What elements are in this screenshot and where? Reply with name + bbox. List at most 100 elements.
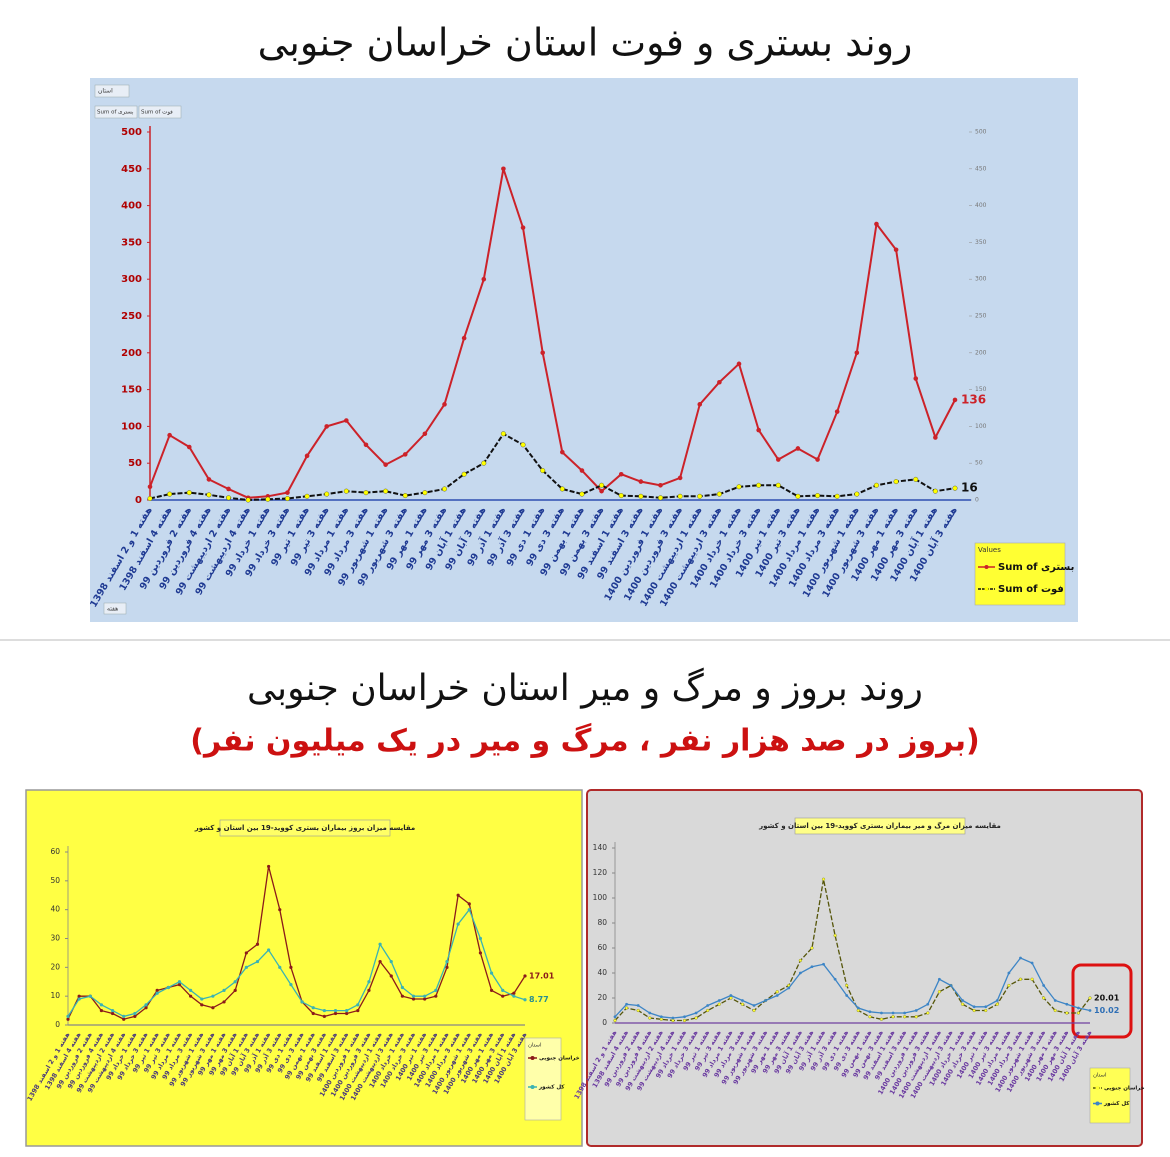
data-point xyxy=(186,444,192,450)
data-point xyxy=(226,495,231,501)
filter-button xyxy=(94,84,130,98)
data-point xyxy=(363,490,369,496)
data-point xyxy=(155,991,159,995)
data-point xyxy=(500,431,506,437)
data-point xyxy=(422,431,428,437)
legend-marker xyxy=(984,587,989,591)
data-point xyxy=(815,457,820,462)
data-point xyxy=(422,490,428,496)
y-tick-label: 30 xyxy=(50,934,60,943)
data-point xyxy=(110,1008,115,1013)
data-point xyxy=(926,1011,930,1015)
data-point xyxy=(99,1008,104,1013)
data-point xyxy=(324,491,330,497)
data-point xyxy=(478,936,483,941)
data-point xyxy=(1007,971,1011,975)
data-point xyxy=(244,951,248,955)
data-point xyxy=(893,247,899,253)
field-button xyxy=(94,105,138,119)
y2-tick-label: 200 xyxy=(975,349,987,356)
data-point xyxy=(856,1008,860,1013)
data-point xyxy=(775,457,781,462)
data-point xyxy=(133,1014,137,1018)
data-point xyxy=(400,985,404,990)
data-point xyxy=(625,1002,628,1006)
data-point xyxy=(383,462,388,467)
data-point xyxy=(1076,1011,1080,1015)
data-point xyxy=(304,453,310,459)
data-point xyxy=(822,962,825,966)
legend-label: کل کشور xyxy=(538,1084,565,1091)
data-point xyxy=(579,491,585,497)
chart-panel xyxy=(586,789,1143,1147)
y2-tick-label: 450 xyxy=(975,165,987,172)
data-point xyxy=(1019,956,1022,960)
legend-box xyxy=(974,542,1066,606)
data-point xyxy=(1042,996,1046,1000)
data-point xyxy=(880,1011,883,1015)
data-point xyxy=(845,983,849,988)
data-point xyxy=(189,988,193,993)
data-point xyxy=(311,1011,315,1016)
legend-box xyxy=(524,1037,562,1121)
data-point xyxy=(389,959,393,964)
data-point xyxy=(795,493,801,499)
data-point xyxy=(267,864,271,869)
data-point xyxy=(434,994,438,998)
y-tick-label: 300 xyxy=(121,274,142,285)
chart-title: مقایسه میزان مرگ و میر بیماران بستری کوو… xyxy=(758,821,1001,830)
data-point xyxy=(984,1005,988,1009)
y-tick-label: 0 xyxy=(602,1018,607,1027)
data-point xyxy=(741,999,744,1002)
y-tick-label: 40 xyxy=(50,905,60,914)
data-point xyxy=(815,493,821,499)
data-point xyxy=(147,496,153,501)
data-label: 20.01 xyxy=(1094,993,1120,1002)
data-point xyxy=(798,971,802,975)
data-point xyxy=(683,1015,686,1019)
data-point xyxy=(1065,1002,1069,1006)
data-point xyxy=(501,166,506,172)
data-point xyxy=(740,1002,744,1006)
data-point xyxy=(736,361,742,367)
data-point xyxy=(367,980,371,984)
data-point xyxy=(795,446,801,451)
data-point xyxy=(442,486,447,492)
data-point xyxy=(845,994,849,997)
data-point xyxy=(1088,996,1092,1000)
data-point xyxy=(467,908,471,912)
data-point xyxy=(834,409,840,414)
data-point xyxy=(144,1006,148,1010)
data-point xyxy=(481,460,487,466)
data-point xyxy=(775,482,781,488)
y-tick-label: 40 xyxy=(597,968,607,977)
data-point xyxy=(222,988,226,993)
data-point xyxy=(893,479,899,485)
data-point xyxy=(1030,961,1034,965)
data-point xyxy=(244,965,248,969)
data-point xyxy=(402,493,408,499)
data-point xyxy=(671,1016,675,1020)
data-point xyxy=(932,488,938,494)
data-point xyxy=(625,1006,629,1010)
data-point xyxy=(697,402,703,407)
data-label: 16 xyxy=(961,481,978,495)
data-point xyxy=(961,999,964,1002)
y2-tick-label: 100 xyxy=(975,423,987,430)
y-tick-label: 60 xyxy=(597,943,607,952)
data-point xyxy=(66,1017,70,1021)
data-point xyxy=(694,1016,698,1020)
data-point xyxy=(648,1011,652,1015)
data-point xyxy=(481,276,487,282)
data-point xyxy=(559,486,565,492)
data-point xyxy=(599,488,604,494)
data-point xyxy=(255,959,260,964)
legend-box xyxy=(1089,1067,1131,1124)
axis-field-label: هفته xyxy=(107,606,118,613)
data-point xyxy=(1018,977,1023,981)
data-point xyxy=(717,999,721,1002)
y-tick-label: 400 xyxy=(121,201,142,212)
data-point xyxy=(798,958,802,963)
data-point xyxy=(914,1009,918,1012)
data-point xyxy=(833,977,837,981)
